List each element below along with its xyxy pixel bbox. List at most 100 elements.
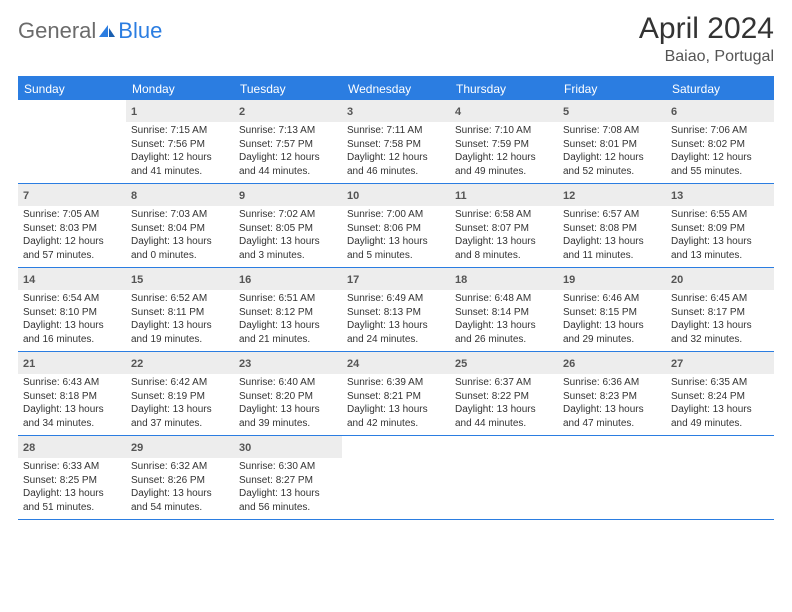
sun-line: Daylight: 13 hours — [23, 403, 121, 417]
sun-line: Daylight: 13 hours — [563, 403, 661, 417]
day-number-bar: 25 — [450, 352, 558, 374]
day-cell — [558, 436, 666, 519]
sun-line: and 44 minutes. — [455, 417, 553, 431]
day-cell: 14Sunrise: 6:54 AMSunset: 8:10 PMDayligh… — [18, 268, 126, 351]
sun-line: and 13 minutes. — [671, 249, 769, 263]
week-row: 7Sunrise: 7:05 AMSunset: 8:03 PMDaylight… — [18, 184, 774, 268]
day-number: 27 — [671, 358, 683, 370]
sun-line: Sunrise: 6:37 AM — [455, 376, 553, 390]
day-number-bar: 26 — [558, 352, 666, 374]
sun-line: Sunrise: 6:36 AM — [563, 376, 661, 390]
sun-line: and 11 minutes. — [563, 249, 661, 263]
sun-line: Sunset: 7:59 PM — [455, 138, 553, 152]
day-number-bar: 22 — [126, 352, 234, 374]
day-number: 24 — [347, 358, 359, 370]
dow-tuesday: Tuesday — [234, 78, 342, 100]
sun-line: Daylight: 13 hours — [671, 403, 769, 417]
sun-line: Sunrise: 7:11 AM — [347, 124, 445, 138]
sun-line: and 37 minutes. — [131, 417, 229, 431]
sun-line: and 51 minutes. — [23, 501, 121, 515]
day-number-bar: 13 — [666, 184, 774, 206]
sun-line: and 19 minutes. — [131, 333, 229, 347]
location-label: Baiao, Portugal — [639, 48, 774, 66]
dow-saturday: Saturday — [666, 78, 774, 100]
dow-thursday: Thursday — [450, 78, 558, 100]
day-cell: 23Sunrise: 6:40 AMSunset: 8:20 PMDayligh… — [234, 352, 342, 435]
day-number: 20 — [671, 274, 683, 286]
sun-line: Sunset: 8:07 PM — [455, 222, 553, 236]
day-cell: 27 Sunrise: 6:35 AMSunset: 8:24 PMDayligh… — [666, 352, 774, 435]
day-cell: 29Sunrise: 6:32 AMSunset: 8:26 PMDayligh… — [126, 436, 234, 519]
sun-line: Sunrise: 6:51 AM — [239, 292, 337, 306]
day-number: 30 — [239, 442, 251, 454]
day-number-bar: 29 — [126, 436, 234, 458]
sun-line: Daylight: 13 hours — [131, 487, 229, 501]
day-number-bar: 27 — [666, 352, 774, 374]
sun-line: Sunrise: 7:15 AM — [131, 124, 229, 138]
sun-line: Sunrise: 7:08 AM — [563, 124, 661, 138]
sun-line: Sunrise: 6:45 AM — [671, 292, 769, 306]
sun-line: and 32 minutes. — [671, 333, 769, 347]
day-number-bar: 10 — [342, 184, 450, 206]
sun-line: Daylight: 13 hours — [455, 403, 553, 417]
sun-line: Sunset: 8:13 PM — [347, 306, 445, 320]
day-number-bar: 3 — [342, 100, 450, 122]
sun-line: Sunset: 8:24 PM — [671, 390, 769, 404]
sun-line: Sunrise: 6:57 AM — [563, 208, 661, 222]
sun-line: Sunset: 8:22 PM — [455, 390, 553, 404]
day-cell: 13Sunrise: 6:55 AMSunset: 8:09 PMDayligh… — [666, 184, 774, 267]
sun-line: and 34 minutes. — [23, 417, 121, 431]
week-row: 14 Sunrise: 6:54 AMSunset: 8:10 PM Dayligh… — [18, 268, 774, 352]
day-number: 18 — [455, 274, 467, 286]
sun-line: and 16 minutes. — [23, 333, 121, 347]
day-cell: 22Sunrise: 6:42 AMSunset: 8:19 PMDayligh… — [126, 352, 234, 435]
day-number-bar: 9 — [234, 184, 342, 206]
sun-line: Daylight: 12 hours — [671, 151, 769, 165]
day-cell: 9Sunrise: 7:02 AMSunset: 8:05 PMDaylight… — [234, 184, 342, 267]
day-number-bar: 11 — [450, 184, 558, 206]
day-number-bar: 1 — [126, 100, 234, 122]
day-number-bar: 6 — [666, 100, 774, 122]
day-number: 6 — [671, 106, 677, 118]
day-cell — [342, 436, 450, 519]
sun-line: and 39 minutes. — [239, 417, 337, 431]
day-number-bar: 15 — [126, 268, 234, 290]
sun-line: Sunrise: 7:05 AM — [23, 208, 121, 222]
day-cell: 19Sunrise: 6:46 AMSunset: 8:15 PMDayligh… — [558, 268, 666, 351]
sun-line: Sunset: 8:01 PM — [563, 138, 661, 152]
sun-line: Daylight: 13 hours — [131, 319, 229, 333]
day-number: 19 — [563, 274, 575, 286]
sun-line: and 54 minutes. — [131, 501, 229, 515]
sun-line: Sunset: 8:12 PM — [239, 306, 337, 320]
day-number-bar: 16 — [234, 268, 342, 290]
day-cell: 7Sunrise: 7:05 AMSunset: 8:03 PMDaylight… — [18, 184, 126, 267]
sun-line: Sunrise: 6:35 AM — [671, 376, 769, 390]
logo-sail-icon — [98, 24, 116, 38]
sun-line: Sunset: 8:26 PM — [131, 474, 229, 488]
sun-line: Sunset: 8:02 PM — [671, 138, 769, 152]
calendar: Sunday Monday Tuesday Wednesday Thursday… — [18, 76, 774, 520]
day-cell: 3Sunrise: 7:11 AMSunset: 7:58 PMDaylight… — [342, 100, 450, 183]
sun-line: Sunrise: 6:52 AM — [131, 292, 229, 306]
day-of-week-header: Sunday Monday Tuesday Wednesday Thursday… — [18, 78, 774, 100]
week-row: 28Sunrise: 6:33 AMSunset: 8:25 PMDayligh… — [18, 436, 774, 520]
day-cell: 16Sunrise: 6:51 AMSunset: 8:12 PMDayligh… — [234, 268, 342, 351]
logo-text-general: General — [18, 18, 96, 44]
day-number-bar: 28 — [18, 436, 126, 458]
day-number-bar: 14 — [18, 268, 126, 290]
sun-line: Sunrise: 6:54 AM — [23, 292, 121, 306]
sun-line: Sunrise: 6:46 AM — [563, 292, 661, 306]
sun-line: and 41 minutes. — [131, 165, 229, 179]
day-number: 17 — [347, 274, 359, 286]
sun-line: Sunset: 8:21 PM — [347, 390, 445, 404]
sun-line: Sunset: 8:10 PM — [23, 306, 121, 320]
sun-line: Sunrise: 7:00 AM — [347, 208, 445, 222]
sun-line: Sunrise: 6:58 AM — [455, 208, 553, 222]
day-cell — [18, 100, 126, 183]
sun-line: and 3 minutes. — [239, 249, 337, 263]
day-number: 26 — [563, 358, 575, 370]
sun-line: and 8 minutes. — [455, 249, 553, 263]
sun-line: and 52 minutes. — [563, 165, 661, 179]
day-cell: 30Sunrise: 6:30 AMSunset: 8:27 PMDayligh… — [234, 436, 342, 519]
sun-line: Sunset: 7:57 PM — [239, 138, 337, 152]
